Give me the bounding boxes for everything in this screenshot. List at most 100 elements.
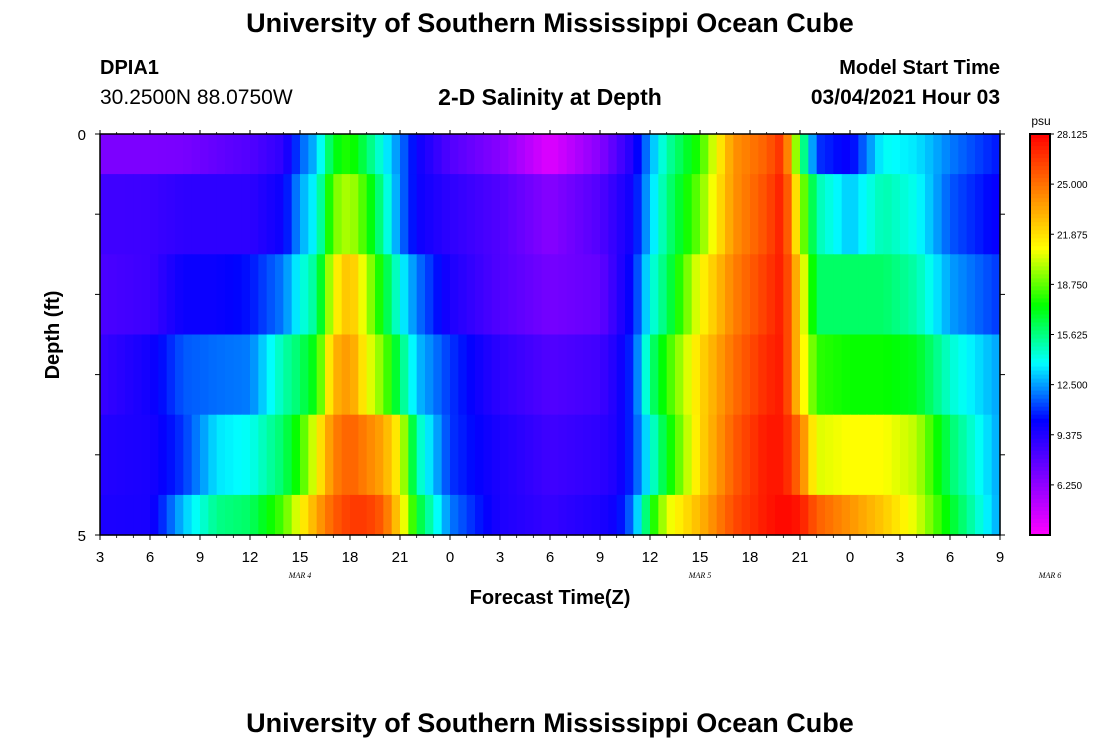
heatmap-cell: [250, 414, 259, 496]
heatmap-cell: [875, 254, 884, 336]
heatmap-cell: [216, 334, 226, 416]
heatmap-cell: [550, 334, 559, 416]
colorbar-cell: [1030, 154, 1050, 159]
station-coordinates: 30.2500N 88.0750W: [100, 86, 293, 109]
x-tick-label: 9: [996, 549, 1004, 566]
heatmap-cell: [958, 334, 968, 416]
heatmap-cell: [408, 494, 418, 536]
heatmap-cell: [808, 414, 818, 496]
heatmap-cell: [916, 494, 926, 536]
heatmap-cell: [966, 494, 976, 536]
heatmap-cell: [741, 174, 751, 255]
heatmap-cell: [691, 334, 701, 416]
heatmap-cell: [575, 494, 584, 536]
heatmap-cell: [725, 174, 734, 255]
heatmap-cell: [725, 134, 734, 175]
heatmap-cell: [266, 174, 276, 255]
heatmap-cell: [316, 254, 326, 336]
heatmap-cell: [125, 494, 134, 536]
heatmap-cell: [166, 414, 176, 496]
heatmap-cell: [925, 494, 934, 536]
colorbar-cell: [1030, 226, 1050, 231]
heatmap-cell: [958, 174, 968, 255]
heatmap-cell: [783, 494, 793, 536]
heatmap-cell: [608, 254, 618, 336]
heatmap-cell: [116, 414, 126, 496]
heatmap-cell: [675, 494, 684, 536]
heatmap-cell: [458, 494, 468, 536]
heatmap-cell: [975, 414, 984, 496]
heatmap-cell: [308, 414, 318, 496]
heatmap-cell: [691, 254, 701, 336]
heatmap-cell: [400, 334, 409, 416]
heatmap-cell: [458, 334, 468, 416]
heatmap-cell: [191, 494, 201, 536]
heatmap-cell: [566, 494, 576, 536]
heatmap-cell: [900, 334, 909, 416]
heatmap-cell: [708, 414, 718, 496]
heatmap-cell: [391, 494, 401, 536]
heatmap-cell: [350, 174, 359, 255]
heatmap-cell: [416, 494, 426, 536]
heatmap-cell: [991, 174, 1001, 255]
heatmap-cell: [391, 414, 401, 496]
heatmap-cell: [575, 134, 584, 175]
heatmap-cell: [383, 174, 393, 255]
heatmap-cell: [816, 134, 826, 175]
heatmap-cell: [883, 494, 893, 536]
heatmap-cell: [475, 414, 484, 496]
heatmap-cell: [583, 414, 593, 496]
heatmap-cell: [358, 254, 368, 336]
colorbar-tick-label: 15.625: [1057, 331, 1088, 342]
heatmap-cell: [741, 134, 751, 175]
heatmap-cell: [250, 334, 259, 416]
heatmap-cell: [925, 414, 934, 496]
heatmap-cell: [733, 134, 743, 175]
heatmap-cell: [975, 134, 984, 175]
heatmap-cell: [191, 134, 201, 175]
heatmap-cell: [975, 174, 984, 255]
x-tick-label: 18: [342, 549, 359, 566]
heatmap-cell: [325, 414, 334, 496]
heatmap-cell: [591, 414, 601, 496]
heatmap-cell: [758, 414, 768, 496]
heatmap-cell: [883, 134, 893, 175]
heatmap-cell: [466, 254, 476, 336]
heatmap-cell: [308, 134, 318, 175]
heatmap-cell: [125, 174, 134, 255]
heatmap-cell: [991, 414, 1001, 496]
page-title: University of Southern Mississippi Ocean…: [246, 8, 854, 38]
heatmap-cell: [341, 254, 351, 336]
heatmap-cell: [608, 494, 618, 536]
heatmap-cell: [100, 134, 109, 175]
colorbar-cell: [1030, 294, 1050, 300]
heatmap-cell: [300, 254, 309, 336]
heatmap-cell: [583, 494, 593, 536]
colorbar-cell: [1030, 510, 1050, 516]
heatmap-cell: [941, 174, 951, 255]
colorbar-cell: [1030, 202, 1050, 207]
heatmap-cell: [850, 134, 859, 175]
heatmap-cell: [150, 134, 159, 175]
heatmap-cell: [425, 174, 434, 255]
heatmap-cell: [358, 174, 368, 255]
heatmap-cell: [783, 334, 793, 416]
colorbar-cell: [1030, 446, 1050, 452]
heatmap-cell: [650, 134, 659, 175]
heatmap-cell: [541, 134, 551, 175]
heatmap-cell: [166, 334, 176, 416]
colorbar-cell: [1030, 418, 1050, 424]
x-tick-label: 21: [792, 549, 809, 566]
heatmap-cell: [566, 254, 576, 336]
heatmap-cell: [716, 174, 726, 255]
heatmap-cell: [433, 414, 443, 496]
colorbar-tick-label: 25.000: [1057, 180, 1088, 191]
colorbar-cell: [1030, 394, 1050, 400]
heatmap-cell: [725, 414, 734, 496]
heatmap-cell: [550, 174, 559, 255]
colorbar-cell: [1030, 462, 1050, 468]
heatmap-cell: [133, 134, 143, 175]
heatmap-cell: [375, 134, 384, 175]
heatmap-cell: [658, 494, 668, 536]
heatmap-cell: [108, 494, 118, 536]
